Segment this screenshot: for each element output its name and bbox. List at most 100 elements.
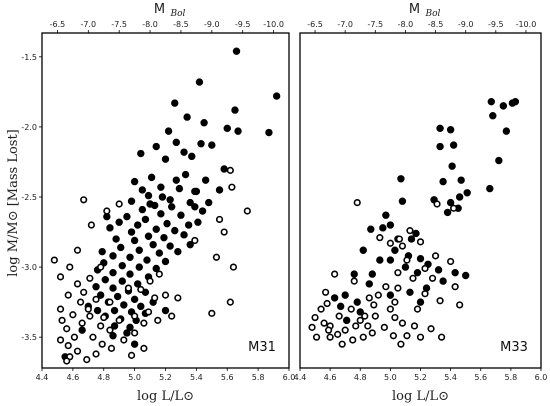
data-point-filled [126,253,134,261]
data-point-open [70,333,79,341]
data-point-filled [117,243,125,252]
data-point-open [80,196,88,204]
data-point-open [331,270,339,278]
data-point-filled [172,138,181,147]
data-point-filled [455,193,464,201]
data-point-filled [365,280,373,288]
data-point-filled [416,298,425,306]
data-point-open [131,312,139,320]
data-point-filled [175,184,184,193]
data-point-filled [367,225,375,233]
data-point-open [73,246,82,254]
data-point-filled [186,240,194,249]
data-point-filled [443,208,452,217]
data-point-open [78,319,86,327]
data-point-open [154,316,162,324]
data-point-open [322,288,330,296]
data-point-open [115,200,123,208]
top-axis-label: M [409,2,420,17]
data-point-filled [449,141,458,149]
data-point-filled [232,47,241,55]
data-point-open [243,207,251,215]
data-point-open [406,227,414,235]
top-axis-label-sub: Bol [170,9,186,19]
data-point-filled [376,256,384,264]
data-point-open [69,311,77,319]
data-point-open [413,305,422,313]
data-point-filled [197,140,205,148]
data-point-open [361,312,369,320]
x-tick-label: 4.8 [354,373,367,382]
x-tick-label: 4.6 [324,373,337,382]
data-point-open [73,280,82,288]
data-point-open [64,291,72,299]
data-point-open [416,238,425,246]
data-point-open [382,283,390,291]
data-point-open [106,326,114,334]
data-point-open [161,291,170,299]
x-tick-label: 4.8 [97,373,110,382]
panel-label: M33 [500,340,528,355]
data-point-open [352,322,360,330]
data-point-open [146,277,154,285]
top-axis-label-sub: Bol [425,9,441,19]
data-point-filled [350,270,358,278]
data-point-filled [181,170,190,179]
data-point-open [349,336,357,344]
data-point-open [73,347,82,355]
data-point-open [451,283,459,291]
top-tick-label: -6.5 [307,20,323,29]
top-tick-label: -8.5 [428,20,444,29]
data-point-filled [489,111,497,120]
data-point-open [191,236,199,245]
data-point-filled [134,221,142,229]
data-point-filled [397,175,405,183]
top-tick-label: -6.5 [50,20,66,29]
data-point-open [428,274,437,282]
data-point-filled [502,127,511,135]
data-point-open [76,298,85,306]
data-point-open [433,200,441,208]
x-tick-label: 5.2 [159,373,172,382]
data-point-filled [152,264,160,273]
data-point-filled [448,162,456,170]
data-point-open [56,273,65,281]
data-point-filled [174,247,182,256]
data-point-filled [342,316,351,325]
data-point-open [97,322,105,330]
data-point-open [83,355,91,364]
data-point-filled [336,302,345,311]
y-tick-label: -2.5 [21,193,37,202]
data-point-filled [157,210,165,218]
data-point-filled [115,218,123,226]
data-point-filled [192,187,201,196]
data-point-filled [138,186,147,194]
data-point-filled [208,141,216,149]
data-point-filled [416,254,425,263]
data-point-filled [382,211,390,219]
x-tick-label: 6.0 [283,373,296,382]
data-point-open [229,263,238,271]
data-point-filled [186,198,194,207]
data-point-open [100,313,108,322]
data-point-open [115,316,123,324]
data-point-open [63,357,71,365]
top-tick-label: -9.5 [488,20,504,29]
data-point-open [92,295,100,303]
data-point-open [63,325,71,333]
data-point-open [364,322,372,330]
data-point-open [137,285,145,294]
data-point-filled [272,92,281,100]
data-point-open [359,333,367,341]
data-point-filled [106,224,114,232]
data-point-filled [130,295,139,304]
data-point-open [64,341,72,350]
data-point-filled [130,340,139,348]
data-point-open [386,239,394,247]
x-tick-label: 5.4 [190,373,203,382]
data-point-filled [184,221,193,229]
y-tick-label: -3.5 [21,333,37,342]
data-point-open [325,326,333,334]
